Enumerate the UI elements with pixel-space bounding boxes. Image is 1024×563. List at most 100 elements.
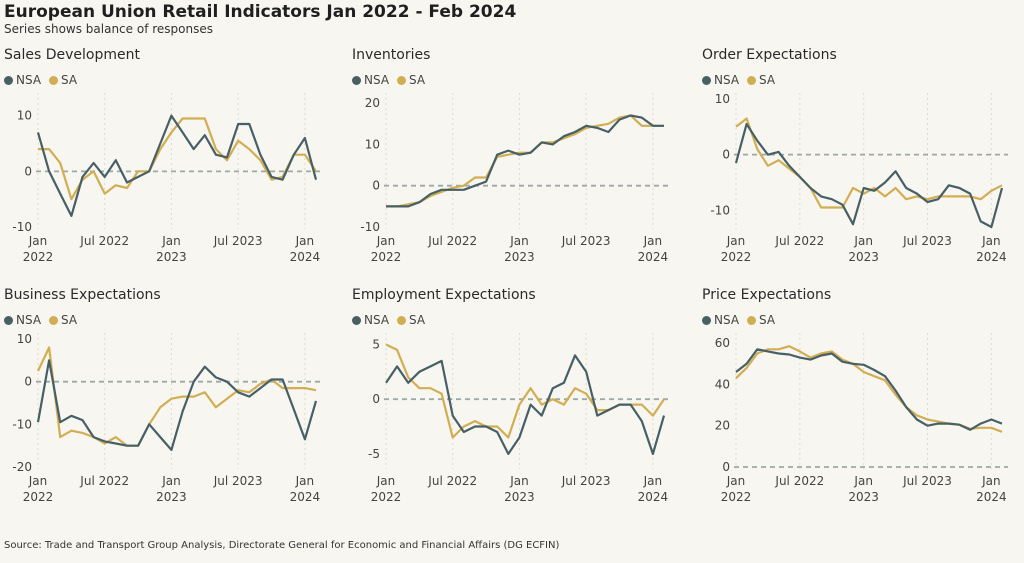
x-tick-label: Jul 2022 bbox=[427, 234, 477, 248]
legend: NSA SA bbox=[4, 73, 81, 87]
chart-price-expectations: 0 20 40 60 Jan 2022 Jul 2022 Jan 2023 Jul 2023 Jan… bbox=[715, 333, 1008, 504]
legend-label-sa: SA bbox=[61, 73, 78, 87]
x-tick-label-year: 2023 bbox=[156, 250, 187, 264]
legend-item-nsa: NSA bbox=[702, 313, 739, 327]
series-line-nsa bbox=[386, 114, 664, 208]
panel-inventories: Inventories NSA SA -10 0 10 20 Jan 2022 Jul 20… bbox=[352, 47, 682, 282]
series-line-nsa bbox=[385, 354, 666, 455]
y-tick-label: 0 bbox=[24, 164, 32, 178]
x-tick-label: Jan bbox=[643, 474, 663, 488]
x-tick-label: Jan bbox=[853, 234, 873, 248]
legend: NSA SA bbox=[352, 313, 429, 327]
y-tick-label: -5 bbox=[368, 447, 380, 461]
x-tick-label: Jan bbox=[643, 234, 663, 248]
x-tick-label: Jul 2023 bbox=[902, 474, 952, 488]
series-line-sa bbox=[386, 114, 664, 208]
x-tick-label: Jan bbox=[726, 234, 746, 248]
panel-price-expectations: Price Expectations NSA SA 0 20 40 60 Jan 2022… bbox=[702, 287, 1024, 522]
legend-item-sa: SA bbox=[49, 73, 77, 87]
x-tick-label: Jul 2022 bbox=[774, 234, 824, 248]
x-tick-label-year: 2023 bbox=[156, 490, 187, 504]
x-tick-label-year: 2022 bbox=[371, 250, 402, 264]
panel-title: Order Expectations bbox=[702, 47, 837, 63]
legend-label-sa: SA bbox=[61, 313, 78, 327]
series-line-sa bbox=[735, 117, 1003, 209]
legend: NSA SA bbox=[702, 313, 779, 327]
legend-dot-nsa bbox=[352, 75, 361, 85]
x-tick-label: Jan bbox=[295, 474, 315, 488]
x-tick-label: Jan bbox=[161, 474, 181, 488]
x-tick-label-year: 2022 bbox=[23, 490, 54, 504]
y-tick-label: -10 bbox=[710, 203, 730, 217]
x-tick-label-year: 2022 bbox=[371, 490, 402, 504]
x-tick-label: Jul 2023 bbox=[561, 234, 611, 248]
chart-inventories: -10 0 10 20 Jan 2022 Jul 2022 Jan 2023 Jul 2023 Ja… bbox=[360, 93, 670, 264]
y-tick-label: 10 bbox=[365, 137, 380, 151]
legend-item-nsa: NSA bbox=[4, 73, 41, 87]
legend-dot-nsa bbox=[352, 315, 361, 325]
legend-item-sa: SA bbox=[397, 313, 425, 327]
legend-dot-nsa bbox=[4, 315, 13, 325]
legend-dot-nsa bbox=[702, 75, 711, 85]
legend: NSA SA bbox=[352, 73, 429, 87]
legend-dot-sa bbox=[747, 75, 757, 85]
legend-item-sa: SA bbox=[747, 73, 775, 87]
legend-dot-sa bbox=[397, 315, 407, 325]
legend-item-nsa: NSA bbox=[352, 313, 389, 327]
source-note: Source: Trade and Transport Group Analys… bbox=[4, 540, 560, 551]
legend-label-sa: SA bbox=[409, 73, 426, 87]
y-tick-label: 0 bbox=[372, 392, 380, 406]
x-tick-label-year: 2024 bbox=[290, 490, 321, 504]
y-tick-label: -20 bbox=[12, 460, 32, 474]
series-line-nsa bbox=[36, 359, 318, 451]
x-tick-label: Jul 2022 bbox=[427, 474, 477, 488]
legend-dot-sa bbox=[49, 75, 59, 85]
x-tick-label-year: 2022 bbox=[721, 250, 752, 264]
y-tick-label: -10 bbox=[12, 417, 32, 431]
series-line-nsa bbox=[735, 348, 1003, 431]
y-tick-label: 10 bbox=[17, 332, 32, 346]
legend-label-sa: SA bbox=[759, 73, 776, 87]
panel-title: Sales Development bbox=[4, 47, 140, 63]
x-tick-label-year: 2024 bbox=[976, 490, 1007, 504]
panel-employment-expectations: Employment Expectations NSA SA -5 0 5 Jan 20… bbox=[352, 287, 682, 522]
y-tick-label: 0 bbox=[722, 460, 730, 474]
legend: NSA SA bbox=[702, 73, 779, 87]
series-line-nsa bbox=[734, 122, 1004, 229]
legend: NSA SA bbox=[4, 313, 81, 327]
legend-item-sa: SA bbox=[397, 73, 425, 87]
y-tick-label: -10 bbox=[360, 220, 380, 234]
x-tick-label: Jul 2022 bbox=[774, 474, 824, 488]
legend-dot-sa bbox=[397, 75, 407, 85]
legend-label-sa: SA bbox=[759, 313, 776, 327]
x-tick-label: Jul 2023 bbox=[902, 234, 952, 248]
y-tick-label: 0 bbox=[722, 148, 730, 162]
panel-title: Employment Expectations bbox=[352, 287, 536, 303]
legend-item-sa: SA bbox=[747, 313, 775, 327]
y-tick-label: 20 bbox=[365, 96, 380, 110]
y-tick-label: -10 bbox=[12, 220, 32, 234]
x-tick-label: Jan bbox=[509, 234, 529, 248]
x-tick-label: Jan bbox=[726, 474, 746, 488]
x-tick-label-year: 2024 bbox=[638, 250, 669, 264]
legend-item-sa: SA bbox=[49, 313, 77, 327]
legend-dot-sa bbox=[49, 315, 59, 325]
panel-sales-development: Sales Development NSA SA -10 0 10 Jan 2022 Ju… bbox=[4, 47, 334, 282]
x-tick-label-year: 2024 bbox=[976, 250, 1007, 264]
legend-item-nsa: NSA bbox=[4, 313, 41, 327]
x-tick-label-year: 2022 bbox=[721, 490, 752, 504]
x-tick-label: Jan bbox=[295, 234, 315, 248]
x-tick-label-year: 2024 bbox=[290, 250, 321, 264]
legend-label-nsa: NSA bbox=[364, 73, 390, 87]
x-tick-label-year: 2023 bbox=[504, 250, 535, 264]
x-tick-label-year: 2024 bbox=[638, 490, 669, 504]
legend-label-nsa: NSA bbox=[714, 73, 740, 87]
x-tick-label: Jan bbox=[981, 234, 1001, 248]
legend-item-nsa: NSA bbox=[702, 73, 739, 87]
legend-dot-nsa bbox=[702, 315, 711, 325]
series-line-sa bbox=[735, 345, 1003, 433]
legend-label-nsa: NSA bbox=[16, 313, 42, 327]
y-tick-label: 40 bbox=[715, 377, 730, 391]
panel-order-expectations: Order Expectations NSA SA -10 0 10 Jan 2022 J… bbox=[702, 47, 1024, 282]
x-tick-label-year: 2023 bbox=[848, 490, 879, 504]
